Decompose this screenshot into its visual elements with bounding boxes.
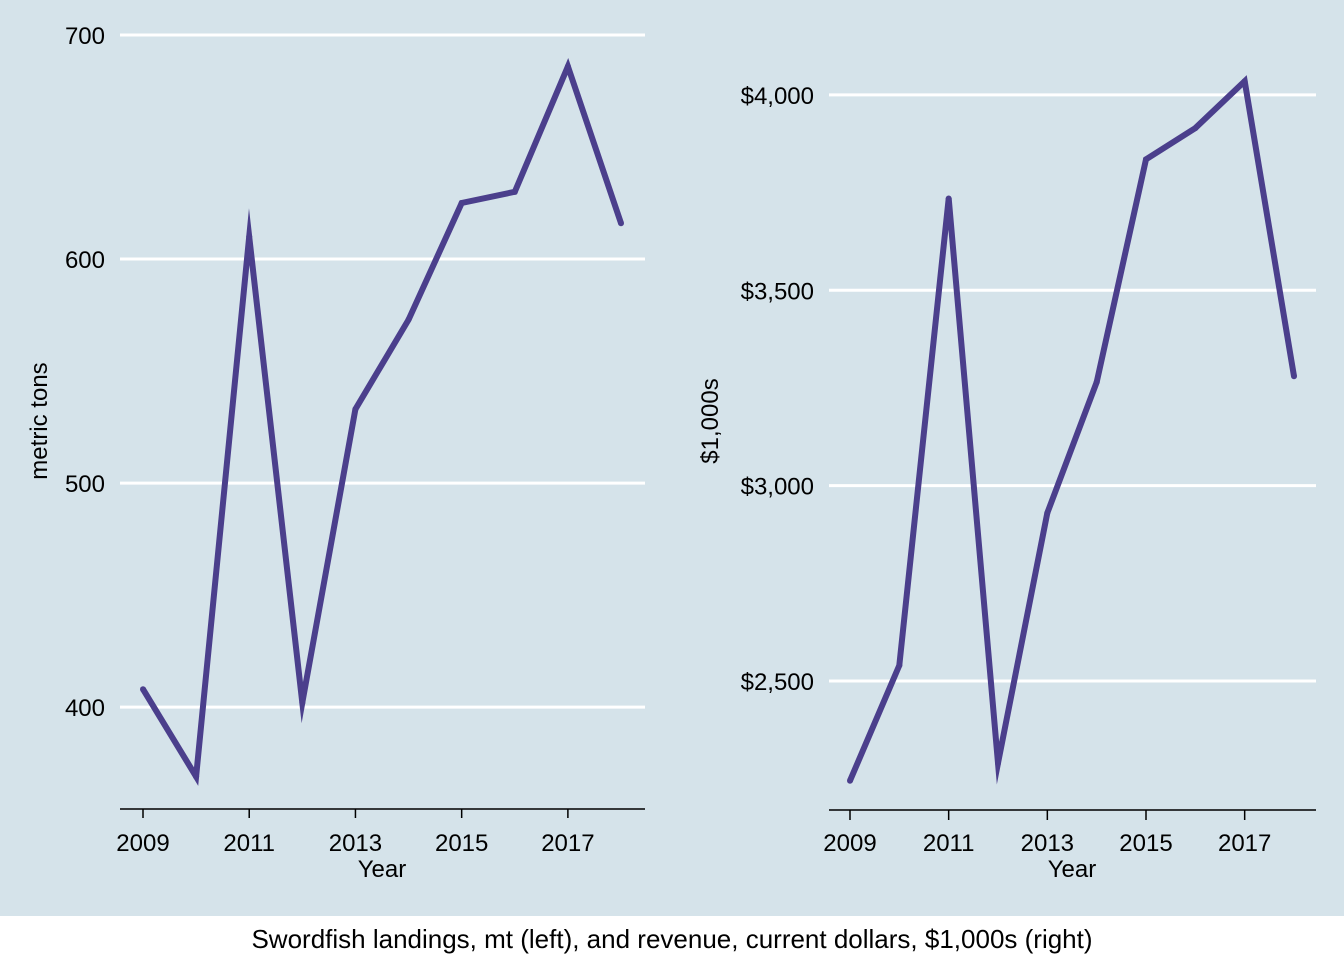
landings-y-tick-label: 400	[65, 695, 105, 722]
revenue-chart: $2,500 $3,000 $3,500 $4,000 2009 2011 2013 2015…	[697, 75, 1316, 883]
landings-x-tick-label: 2015	[435, 830, 488, 857]
revenue-y-tick-label: $4,000	[741, 83, 814, 110]
landings-x-tick-label: 2009	[116, 830, 169, 857]
landings-data-point	[618, 220, 624, 227]
revenue-data-point	[1241, 78, 1248, 85]
chart-panel: 400 500 600 700 2009 2011 2013 2015 2017 Year metr…	[0, 0, 1344, 916]
landings-x-axis-title: Year	[358, 856, 407, 883]
revenue-x-tick-label: 2009	[823, 830, 876, 857]
revenue-x-axis-title: Year	[1048, 856, 1097, 883]
revenue-x-tick-label: 2013	[1021, 830, 1074, 857]
landings-chart: 400 500 600 700 2009 2011 2013 2015 2017 Year metr…	[26, 23, 645, 883]
revenue-data-point	[847, 777, 853, 784]
revenue-data-point	[896, 662, 903, 669]
revenue-data-point	[1044, 510, 1051, 517]
revenue-x-tick-label: 2015	[1119, 830, 1172, 857]
landings-data-point	[140, 686, 146, 693]
landings-data-point	[564, 63, 571, 70]
landings-data-point	[246, 233, 253, 240]
revenue-data-point	[1143, 156, 1149, 163]
charts-svg: 400 500 600 700 2009 2011 2013 2015 2017 Year metr…	[26, 23, 1316, 883]
revenue-data-point	[1192, 125, 1199, 132]
revenue-data-point	[995, 760, 1001, 767]
landings-x-tick-label: 2017	[541, 830, 594, 857]
landings-data-point	[193, 773, 200, 780]
landings-series-line	[140, 57, 624, 786]
landings-x-tick-label: 2013	[329, 830, 382, 857]
landings-y-tick-label: 700	[65, 23, 105, 50]
revenue-y-tick-label: $3,500	[741, 278, 814, 305]
revenue-y-axis-title: $1,000s	[697, 378, 724, 463]
landings-y-tick-label: 600	[65, 247, 105, 274]
landings-data-point	[299, 699, 306, 706]
revenue-x-tick-label: 2011	[923, 830, 975, 857]
revenue-series-line	[847, 75, 1297, 785]
landings-x-tick-label: 2011	[223, 830, 275, 857]
landings-y-tick-label: 500	[65, 471, 105, 498]
landings-data-point	[405, 316, 412, 323]
revenue-x-tick-label: 2017	[1218, 830, 1271, 857]
landings-data-point	[352, 406, 359, 413]
figure-caption: Swordfish landings, mt (left), and reven…	[251, 924, 1093, 954]
revenue-data-point	[1093, 379, 1100, 386]
revenue-data-point	[945, 195, 952, 202]
landings-data-point	[458, 200, 465, 207]
revenue-y-tick-label: $3,000	[741, 474, 814, 501]
landings-data-point	[511, 188, 518, 195]
revenue-data-point	[1291, 373, 1297, 380]
revenue-y-tick-label: $2,500	[741, 669, 814, 696]
landings-y-axis-title: metric tons	[26, 362, 53, 479]
